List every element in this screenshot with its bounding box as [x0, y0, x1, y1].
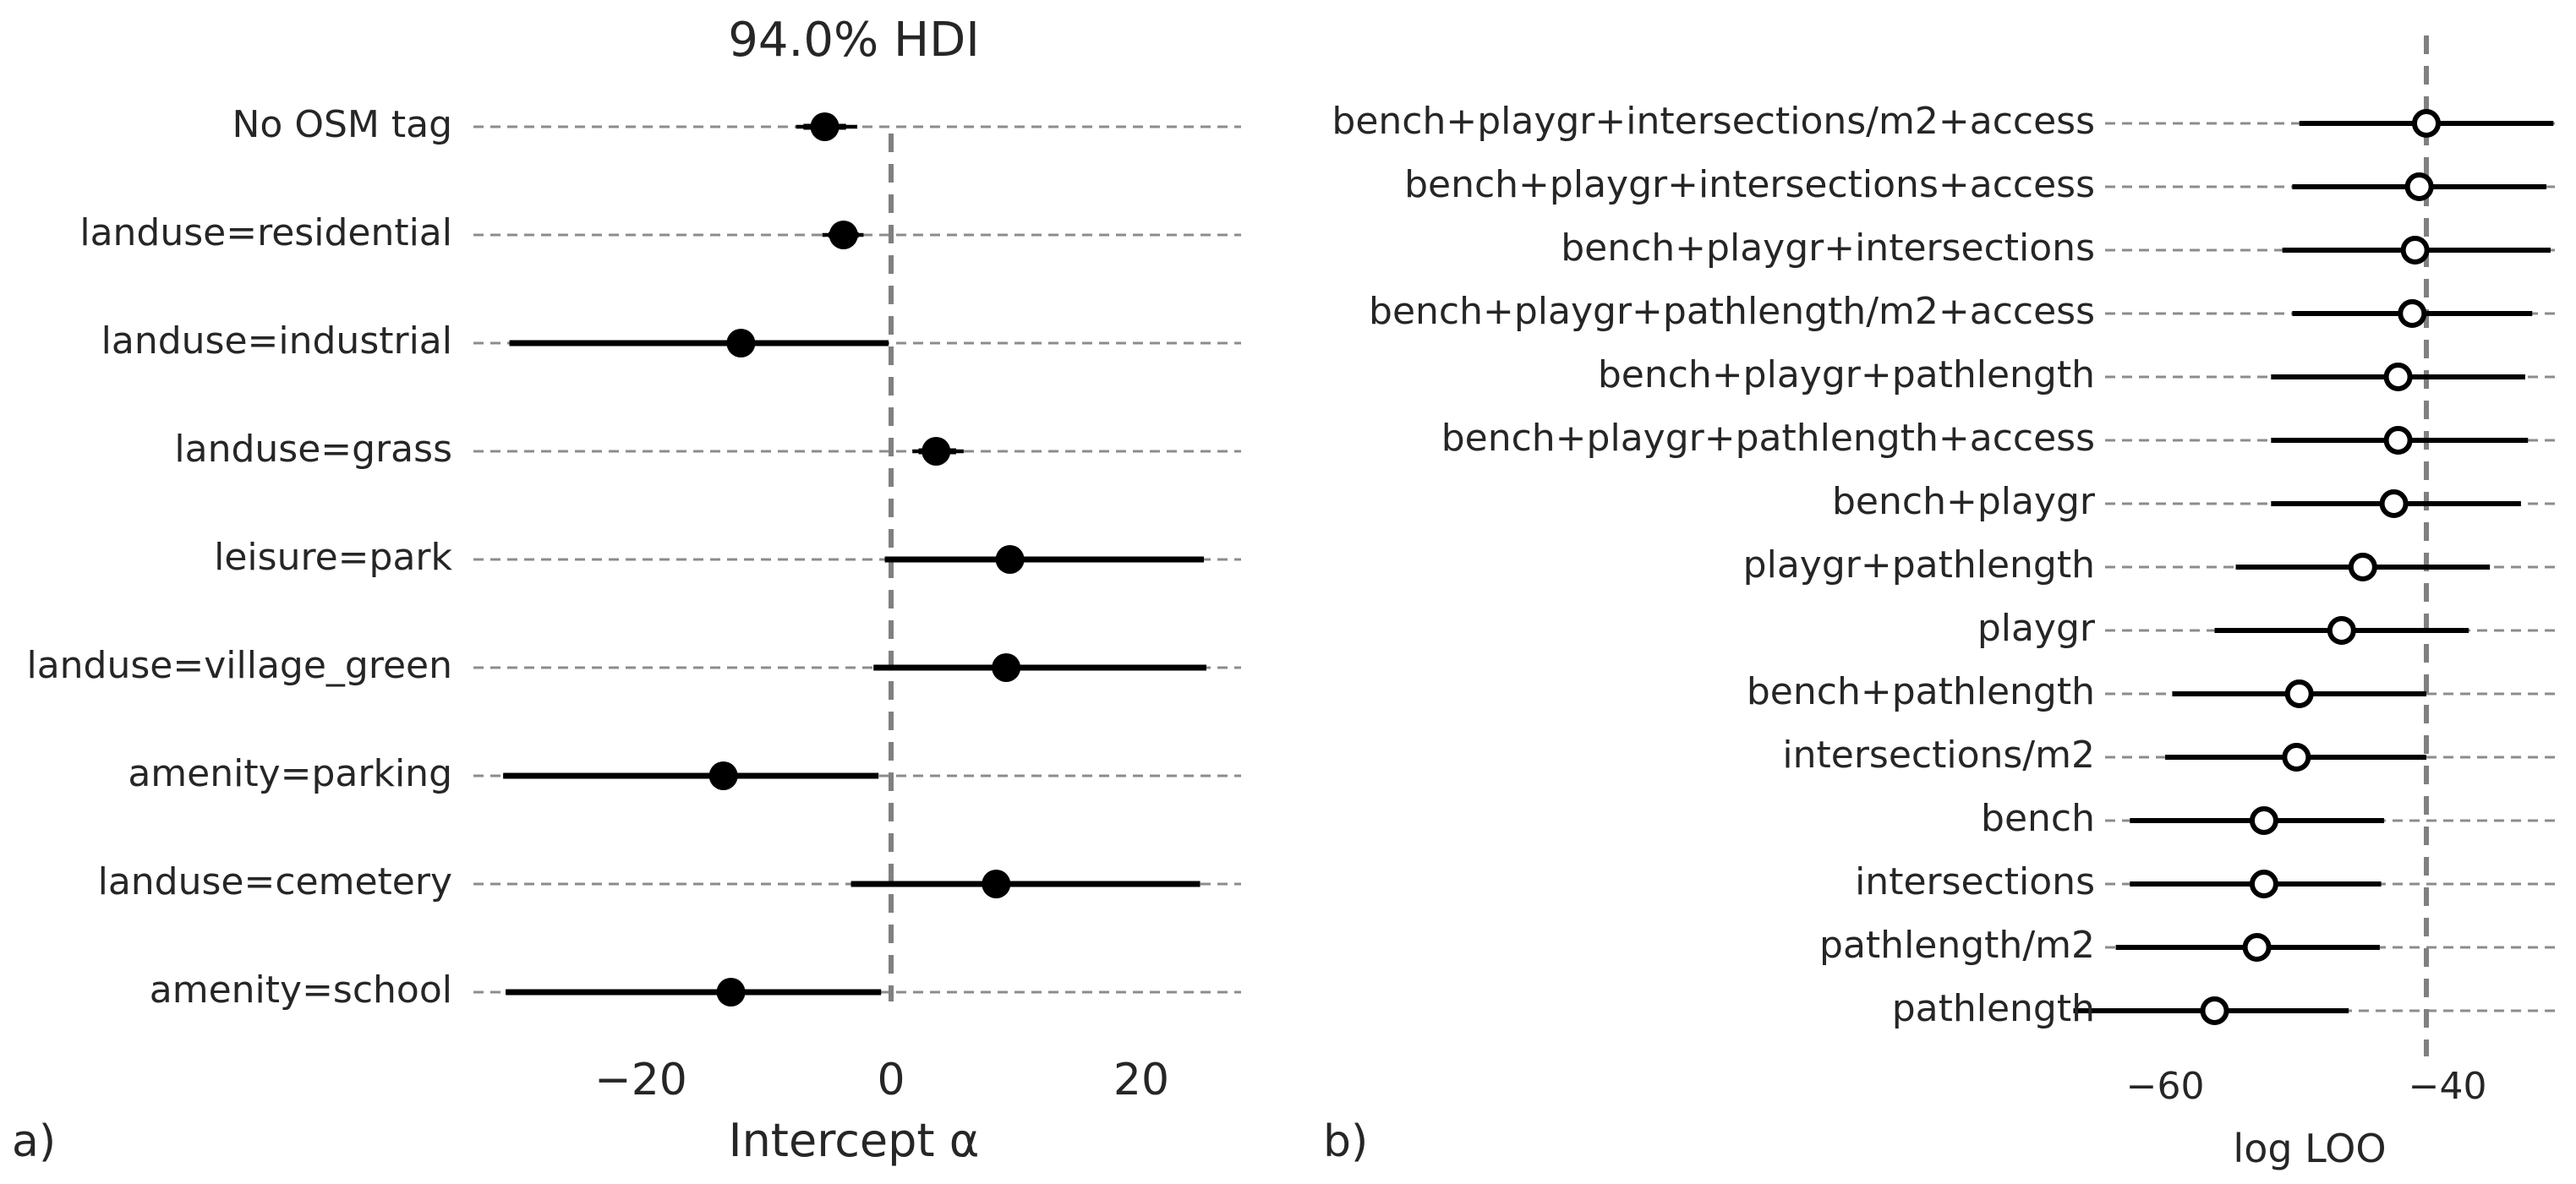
panel-b-category-label: bench+playgr+pathlength+access [1441, 417, 2095, 460]
panel-b-point [2284, 679, 2314, 708]
panel-b-category-label: bench [1981, 797, 2095, 840]
panel-b-category-label: bench+playgr+intersections+access [1404, 163, 2095, 206]
panel-b-category-label: playgr [1977, 607, 2096, 650]
panel-a-category-label: landuse=residential [79, 211, 452, 254]
panel-a-point [726, 329, 756, 357]
panel-a-category-label: amenity=school [150, 968, 452, 1012]
panel-b-category-label: intersections [1855, 860, 2095, 903]
panel-b-point [2327, 616, 2356, 645]
panel-b-point [2249, 806, 2278, 835]
panel-a-point [829, 221, 858, 249]
panel-b-category-label: bench+playgr+pathlength [1598, 353, 2095, 396]
panel-b-category-label: bench+playgr+intersections/m2+access [1332, 100, 2095, 143]
panel-a-point [716, 978, 746, 1007]
panel-a-category-label: landuse=grass [174, 428, 452, 471]
panel-a-x-tick-label: 0 [877, 1055, 905, 1105]
panel-b-point [2348, 553, 2377, 581]
panel-a-x-axis-title: Intercept α [729, 1114, 980, 1167]
panel-b-x-tick-label: −40 [2409, 1065, 2487, 1108]
panel-b-point [2379, 489, 2409, 518]
panel-a-category-label: leisure=park [214, 536, 452, 579]
panel-b-point [2398, 299, 2427, 328]
panel-b-point [2242, 933, 2272, 962]
panel-b-label: b) [1323, 1116, 1368, 1167]
panel-a-category-label: amenity=parking [128, 752, 452, 795]
panel-b-category-label: bench+pathlength [1747, 670, 2095, 713]
panel-a-category-label: landuse=village_green [26, 644, 452, 687]
panel-a-point [982, 870, 1011, 898]
panel-b-x-tick-label: −60 [2126, 1065, 2205, 1108]
panel-a-category-label: landuse=cemetery [98, 860, 452, 903]
panel-a-point [708, 761, 738, 790]
panel-b-category-label: bench+playgr+intersections [1561, 226, 2095, 270]
panel-a-point [995, 545, 1025, 574]
panel-a: 94.0% HDI a) Intercept α No OSM tag landu… [12, 13, 1241, 1167]
panel-a-x-tick-label: −20 [594, 1055, 687, 1105]
panel-b-category-label: pathlength/m2 [1819, 924, 2095, 967]
panel-b-category-label: bench+playgr+pathlength/m2+access [1369, 290, 2095, 333]
panel-a-category-label: landuse=industrial [101, 319, 452, 363]
panel-b-x-axis-title: log LOO [2233, 1126, 2386, 1171]
panel-b-point [2282, 743, 2311, 772]
panel-b-point [2383, 363, 2413, 391]
panel-b-point [2383, 426, 2413, 455]
panel-a-point [922, 437, 951, 466]
panel-a-point [810, 112, 840, 141]
panel-b: b) log LOO bench+playgr+intersections/m2… [1323, 35, 2562, 1171]
panel-b-category-label: pathlength [1892, 987, 2095, 1030]
panel-a-category-label: No OSM tag [232, 103, 452, 146]
panel-b-point [2404, 172, 2434, 201]
panel-b-category-label: bench+playgr [1832, 480, 2096, 523]
panel-a-label: a) [12, 1116, 56, 1167]
panel-b-point [2400, 236, 2430, 265]
panel-a-point [992, 653, 1021, 682]
panel-a-title: 94.0% HDI [728, 13, 979, 68]
panel-b-point [2200, 996, 2229, 1025]
panel-b-point [2249, 870, 2278, 898]
panel-a-x-tick-label: 20 [1113, 1055, 1169, 1105]
panel-b-category-label: intersections/m2 [1782, 734, 2095, 777]
panel-b-category-label: playgr+pathlength [1743, 543, 2095, 587]
panel-b-point [2412, 109, 2441, 138]
